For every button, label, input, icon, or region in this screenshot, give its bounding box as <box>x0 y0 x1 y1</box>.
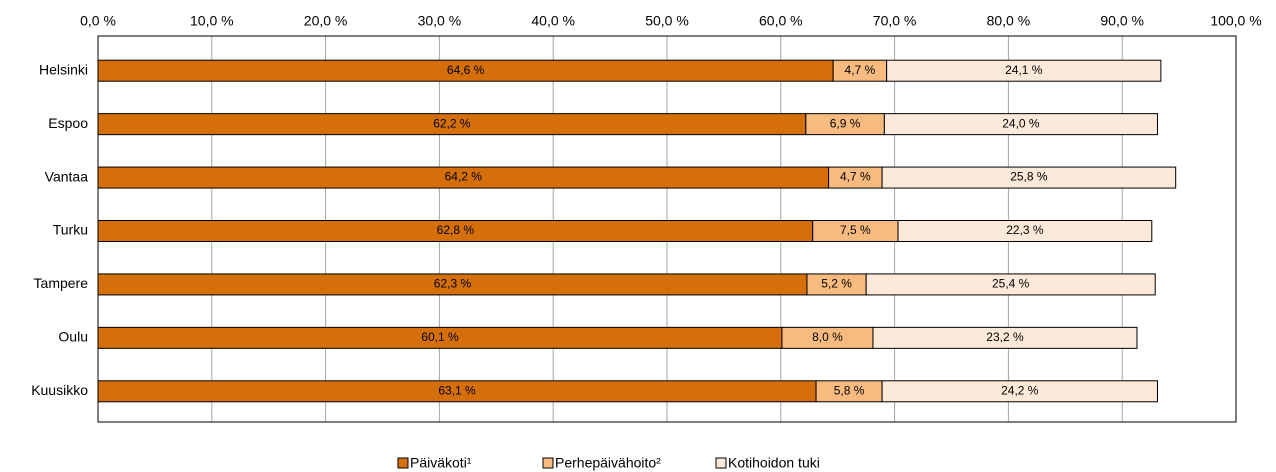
data-label: 24,1 % <box>1005 63 1043 77</box>
bar-segment <box>886 59 1162 82</box>
legend-swatch <box>397 457 409 469</box>
data-label: 60,1 % <box>421 330 459 344</box>
legend-label: Perhepäivähoito² <box>555 455 661 471</box>
x-tick-label: 20,0 % <box>304 13 348 29</box>
data-label: 62,8 % <box>437 223 475 237</box>
bar-segment <box>872 326 1138 349</box>
data-label: 23,2 % <box>986 330 1024 344</box>
x-tick-label: 90,0 % <box>1100 13 1144 29</box>
x-tick-label: 0,0 % <box>80 13 116 29</box>
data-label: 8,0 % <box>812 330 843 344</box>
data-label: 7,5 % <box>840 223 871 237</box>
x-tick-label: 50,0 % <box>645 13 689 29</box>
bar-segment <box>881 166 1177 189</box>
bar-segment <box>883 113 1158 136</box>
data-label: 62,2 % <box>433 116 471 130</box>
data-label: 64,2 % <box>445 170 483 184</box>
data-label: 4,7 % <box>840 170 871 184</box>
x-tick-label: 40,0 % <box>531 13 575 29</box>
x-tick-label: 80,0 % <box>987 13 1031 29</box>
bar-segment <box>865 273 1156 296</box>
y-tick-label: Turku <box>53 222 88 238</box>
data-label: 63,1 % <box>438 383 476 397</box>
y-tick-label: Vantaa <box>45 168 89 184</box>
y-tick-label: Espoo <box>48 115 88 131</box>
data-label: 5,2 % <box>821 277 852 291</box>
y-tick-label: Oulu <box>58 329 88 345</box>
x-tick-label: 100,0 % <box>1210 13 1261 29</box>
data-label: 25,8 % <box>1010 170 1048 184</box>
data-label: 22,3 % <box>1006 223 1044 237</box>
data-label: 24,0 % <box>1002 116 1040 130</box>
x-tick-label: 60,0 % <box>759 13 803 29</box>
x-tick-label: 10,0 % <box>190 13 234 29</box>
bar-segment <box>881 380 1158 403</box>
x-tick-label: 70,0 % <box>873 13 917 29</box>
data-label: 24,2 % <box>1001 383 1039 397</box>
bar-segment <box>897 220 1153 242</box>
legend-swatch <box>542 457 554 469</box>
y-tick-label: Tampere <box>34 275 89 291</box>
data-label: 62,3 % <box>434 277 472 291</box>
data-label: 6,9 % <box>830 116 861 130</box>
legend-label: Päiväkoti¹ <box>410 455 472 471</box>
data-label: 25,4 % <box>992 277 1030 291</box>
x-tick-label: 30,0 % <box>418 13 462 29</box>
legend-swatch <box>715 457 727 469</box>
y-tick-label: Helsinki <box>39 61 88 77</box>
y-tick-label: Kuusikko <box>31 382 88 398</box>
data-label: 64,6 % <box>447 63 485 77</box>
data-label: 5,8 % <box>834 383 865 397</box>
legend-label: Kotihoidon tuki <box>728 455 820 471</box>
data-label: 4,7 % <box>845 63 876 77</box>
